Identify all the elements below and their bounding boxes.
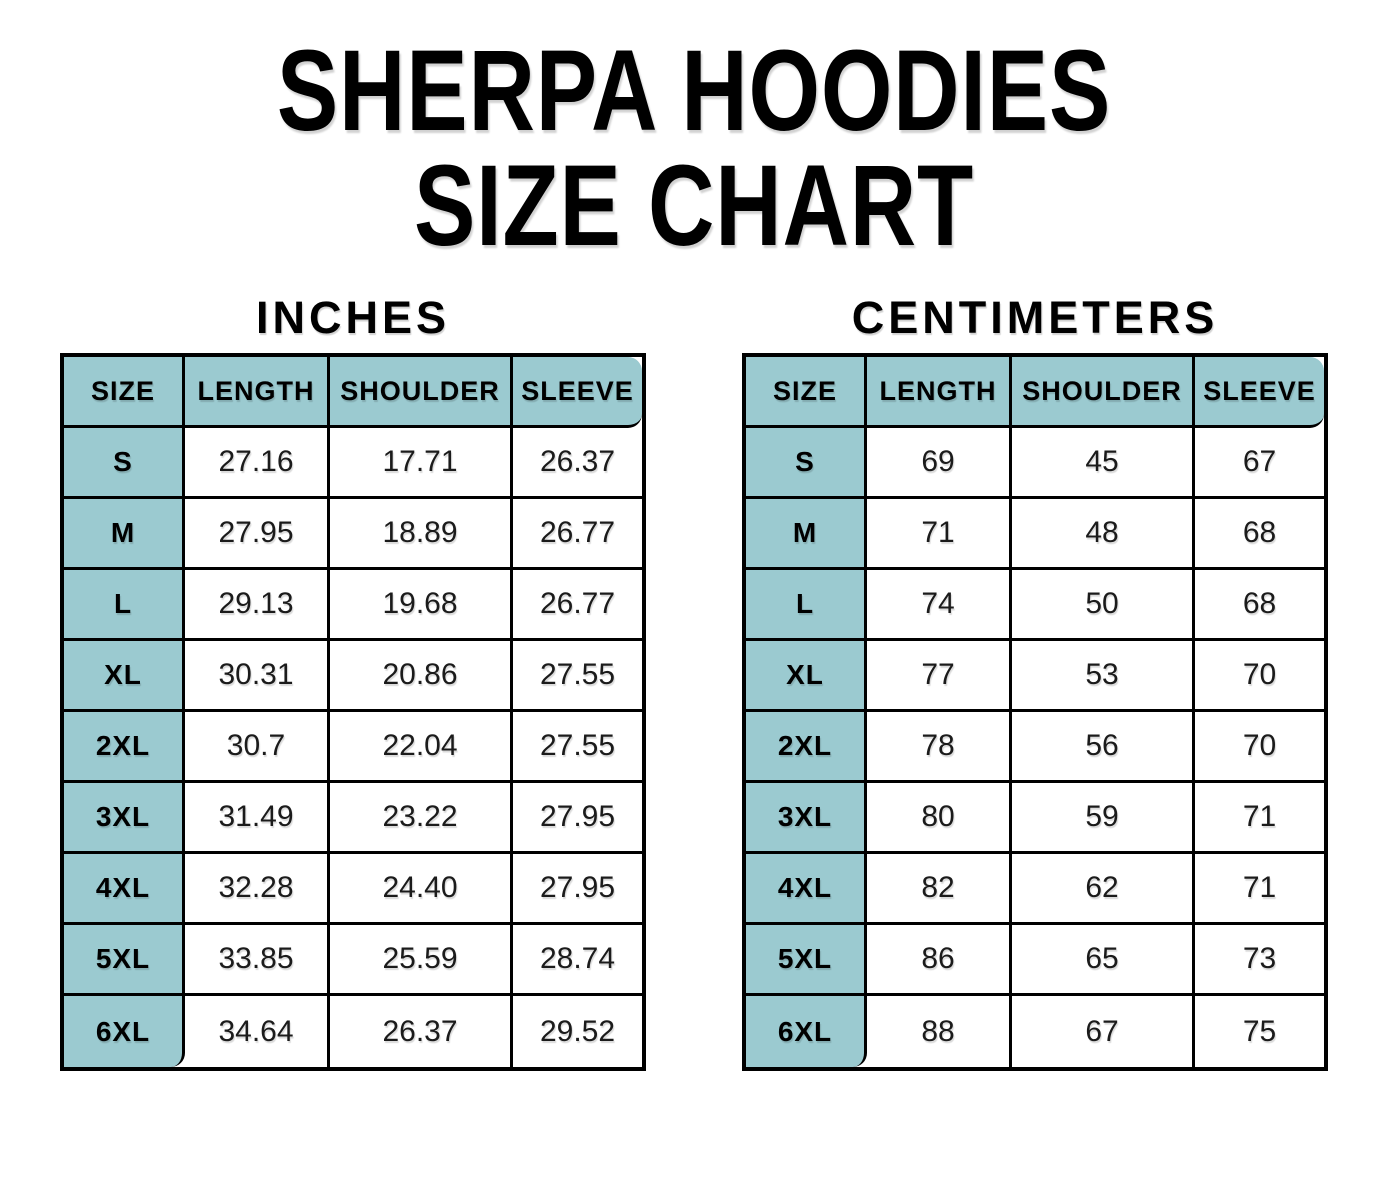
size-cell: 5XL xyxy=(64,925,185,996)
size-cell: M xyxy=(64,499,185,570)
value-cell: 24.40 xyxy=(330,854,513,925)
value-cell: 31.49 xyxy=(185,783,330,854)
value-cell: 86 xyxy=(867,925,1012,996)
size-cell: 3XL xyxy=(746,783,867,854)
header-cell-length: LENGTH xyxy=(867,357,1012,428)
value-cell: 33.85 xyxy=(185,925,330,996)
value-cell: 25.59 xyxy=(330,925,513,996)
size-cell: XL xyxy=(746,641,867,712)
value-cell: 29.13 xyxy=(185,570,330,641)
value-cell: 78 xyxy=(867,712,1012,783)
value-cell: 88 xyxy=(867,996,1012,1067)
size-cell: S xyxy=(64,428,185,499)
value-cell: 68 xyxy=(1195,499,1324,570)
size-cell: XL xyxy=(64,641,185,712)
value-cell: 32.28 xyxy=(185,854,330,925)
size-cell: L xyxy=(746,570,867,641)
value-cell: 71 xyxy=(867,499,1012,570)
value-cell: 67 xyxy=(1012,996,1195,1067)
value-cell: 27.16 xyxy=(185,428,330,499)
size-cell: 6XL xyxy=(64,996,185,1067)
value-cell: 68 xyxy=(1195,570,1324,641)
header-cell-sleeve: SLEEVE xyxy=(1195,357,1324,428)
size-cell: 2XL xyxy=(746,712,867,783)
size-cell: L xyxy=(64,570,185,641)
value-cell: 75 xyxy=(1242,1014,1277,1048)
tables-row: INCHES SIZE LENGTH SHOULDER SLEEVE S 27.… xyxy=(0,292,1388,1071)
header-cell-shoulder: SHOULDER xyxy=(1012,357,1195,428)
size-cell: M xyxy=(746,499,867,570)
value-cell: 74 xyxy=(867,570,1012,641)
value-cell: 20.86 xyxy=(330,641,513,712)
value-cell: 69 xyxy=(867,428,1012,499)
title-line-1: SHERPA HOODIES xyxy=(276,27,1112,155)
value-cell: 53 xyxy=(1012,641,1195,712)
page-title: SHERPA HOODIES SIZE CHART xyxy=(139,0,1249,264)
value-cell: 71 xyxy=(1195,783,1324,854)
value-cell: 82 xyxy=(867,854,1012,925)
value-cell: 77 xyxy=(867,641,1012,712)
size-cell: 4XL xyxy=(746,854,867,925)
value-cell: 67 xyxy=(1195,428,1324,499)
value-cell: 30.31 xyxy=(185,641,330,712)
centimeters-section: CENTIMETERS SIZE LENGTH SHOULDER SLEEVE … xyxy=(742,292,1328,1071)
value-cell: 34.64 xyxy=(185,996,330,1067)
value-cell: 26.37 xyxy=(513,428,642,499)
header-cell-size: SIZE xyxy=(746,357,867,428)
size-cell: 5XL xyxy=(746,925,867,996)
centimeters-heading: CENTIMETERS xyxy=(851,292,1219,343)
value-cell: 18.89 xyxy=(330,499,513,570)
value-cell: 26.77 xyxy=(513,570,642,641)
header-cell-shoulder: SHOULDER xyxy=(330,357,513,428)
value-cell: 26.77 xyxy=(513,499,642,570)
size-cell: 3XL xyxy=(64,783,185,854)
value-cell: 23.22 xyxy=(330,783,513,854)
size-cell: 6XL xyxy=(746,996,867,1067)
value-cell: 27.55 xyxy=(513,641,642,712)
value-cell: 50 xyxy=(1012,570,1195,641)
value-cell: 56 xyxy=(1012,712,1195,783)
value-cell: 26.37 xyxy=(330,996,513,1067)
value-cell: 80 xyxy=(867,783,1012,854)
value-cell: 62 xyxy=(1012,854,1195,925)
value-cell: 28.74 xyxy=(513,925,642,996)
inches-table: SIZE LENGTH SHOULDER SLEEVE S 27.16 17.7… xyxy=(60,353,646,1071)
value-cell: 70 xyxy=(1195,641,1324,712)
title-line-2: SIZE CHART xyxy=(414,142,974,270)
header-cell-length: LENGTH xyxy=(185,357,330,428)
size-cell: 2XL xyxy=(64,712,185,783)
centimeters-table: SIZE LENGTH SHOULDER SLEEVE S 69 45 67 M… xyxy=(742,353,1328,1071)
value-cell: 27.95 xyxy=(185,499,330,570)
value-cell: 19.68 xyxy=(330,570,513,641)
value-cell: 70 xyxy=(1195,712,1324,783)
value-cell: 17.71 xyxy=(330,428,513,499)
value-cell: 65 xyxy=(1012,925,1195,996)
value-cell: 27.95 xyxy=(513,854,642,925)
value-cell: 29.52 xyxy=(539,1014,616,1048)
header-cell-size: SIZE xyxy=(64,357,185,428)
value-cell: 59 xyxy=(1012,783,1195,854)
inches-section: INCHES SIZE LENGTH SHOULDER SLEEVE S 27.… xyxy=(60,292,646,1071)
inches-heading: INCHES xyxy=(255,292,451,343)
value-cell: 45 xyxy=(1012,428,1195,499)
header-cell-sleeve: SLEEVE xyxy=(513,357,642,428)
value-cell: 71 xyxy=(1195,854,1324,925)
value-cell: 22.04 xyxy=(330,712,513,783)
size-cell: S xyxy=(746,428,867,499)
value-cell: 27.95 xyxy=(513,783,642,854)
value-cell: 30.7 xyxy=(185,712,330,783)
value-cell: 48 xyxy=(1012,499,1195,570)
value-cell: 73 xyxy=(1195,925,1324,996)
value-cell: 27.55 xyxy=(513,712,642,783)
size-cell: 4XL xyxy=(64,854,185,925)
